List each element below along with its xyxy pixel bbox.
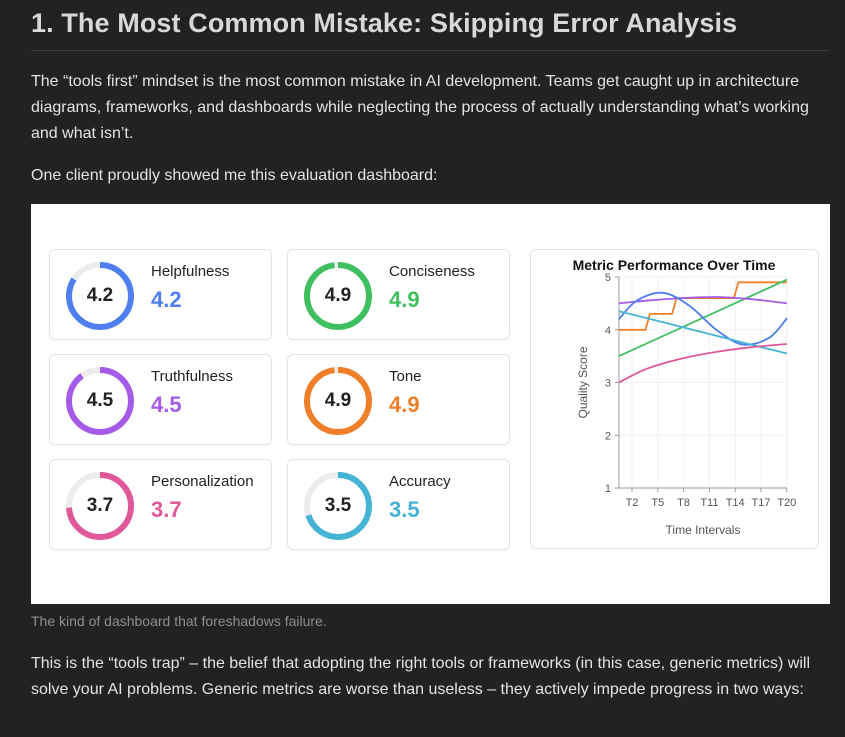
ring-fill [66, 472, 134, 540]
metric-value: 4.9 [389, 287, 420, 312]
metric-value: 4.5 [151, 392, 182, 417]
metric-card-conciseness: 4.9 Conciseness 4.9 [287, 249, 510, 340]
ring-fill [304, 262, 372, 330]
ring-fill [66, 262, 134, 330]
ring-value: 4.9 [324, 390, 352, 411]
dashboard-image: 4.2 Helpfulness 4.2 4.9 Conciseness 4.9 4.5 Tru… [31, 204, 830, 604]
series-line-4 [618, 310, 788, 355]
score-ring [304, 472, 372, 540]
series-line-5 [618, 343, 788, 384]
score-ring [304, 367, 372, 435]
metric-label: Personalization [151, 473, 254, 490]
metric-label: Helpfulness [151, 263, 230, 280]
x-axis-label: Time Intervals [666, 523, 741, 537]
series-line-0 [619, 281, 787, 331]
metric-label: Truthfulness [151, 368, 233, 385]
section-heading: 1. The Most Common Mistake: Skipping Err… [31, 8, 738, 38]
metric-value: 3.7 [151, 497, 182, 522]
metric-card-tone: 4.9 Tone 4.9 [287, 354, 510, 445]
x-tick-label: T14 [726, 497, 745, 509]
metric-line-chart: Metric Performance Over Time 1 2 3 4 5 T2 T5 T8 T… [530, 249, 819, 549]
ring-fill [66, 367, 134, 435]
y-tick-label: 3 [605, 378, 611, 390]
x-tick-label: T20 [777, 497, 796, 509]
metric-card-personalization: 3.7 Personalization 3.7 [49, 459, 272, 550]
ring-fill [304, 472, 372, 540]
ring-value: 3.5 [324, 495, 352, 516]
metric-label: Accuracy [389, 473, 451, 490]
score-ring [66, 472, 134, 540]
metric-card-truthfulness: 4.5 Truthfulness 4.5 [49, 354, 272, 445]
metric-label: Conciseness [389, 263, 475, 280]
ring-value: 4.2 [86, 285, 114, 306]
metric-value: 4.2 [151, 287, 182, 312]
metric-card-helpfulness: 4.2 Helpfulness 4.2 [49, 249, 272, 340]
ring-value: 4.9 [324, 285, 352, 306]
score-ring [66, 262, 134, 330]
metric-card-accuracy: 3.5 Accuracy 3.5 [287, 459, 510, 550]
heading-divider [31, 50, 830, 51]
intro-paragraph: The “tools first” mindset is the most co… [31, 73, 809, 142]
series-line-2 [618, 296, 788, 305]
y-axis-label: Quality Score [576, 346, 590, 418]
metric-value: 3.5 [389, 497, 420, 522]
score-ring [304, 262, 372, 330]
series-line-3 [618, 291, 788, 346]
score-ring [66, 367, 134, 435]
ring-value: 3.7 [86, 495, 114, 516]
ring-fill [304, 367, 372, 435]
metric-label: Tone [389, 368, 422, 385]
x-tick-label: T8 [677, 497, 690, 509]
y-tick-label: 5 [605, 272, 611, 284]
metric-value: 4.9 [389, 392, 420, 417]
y-tick-label: 4 [605, 325, 611, 337]
ring-value: 4.5 [86, 390, 114, 411]
x-tick-label: T17 [752, 497, 771, 509]
y-tick-label: 2 [605, 430, 611, 442]
chart-svg: Metric Performance Over Time 1 2 3 4 5 T2 T5 T8 T… [573, 257, 797, 537]
image-caption: The kind of dashboard that foreshadows f… [31, 613, 327, 629]
x-tick-label: T11 [700, 497, 718, 509]
x-tick-label: T2 [626, 497, 639, 509]
tools-trap-paragraph: This is the “tools trap” – the belief th… [31, 655, 810, 698]
x-tick-label: T5 [651, 497, 664, 509]
dashboard-intro-paragraph: One client proudly showed me this evalua… [31, 167, 438, 184]
chart-title: Metric Performance Over Time [573, 257, 776, 273]
y-tick-label: 1 [605, 483, 611, 495]
